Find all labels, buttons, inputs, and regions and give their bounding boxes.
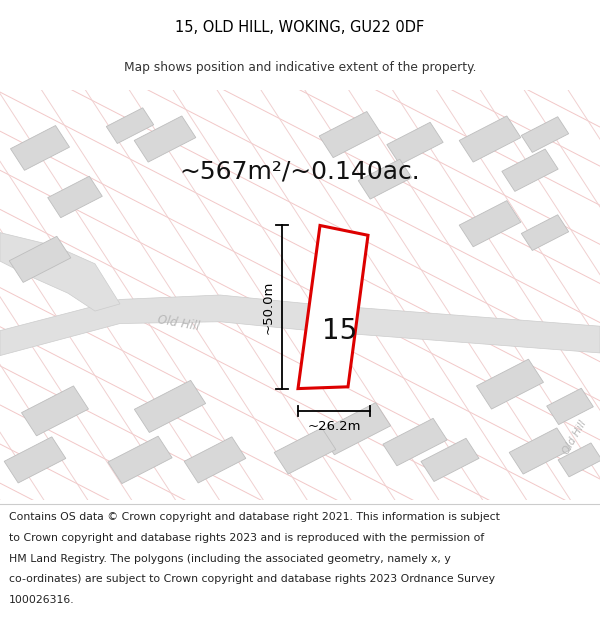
Polygon shape [421,438,479,481]
Polygon shape [48,176,102,217]
Polygon shape [547,388,593,424]
Text: ~26.2m: ~26.2m [307,420,361,432]
Text: Old Hill: Old Hill [156,314,200,334]
Polygon shape [0,232,120,311]
Polygon shape [459,116,521,162]
Polygon shape [509,428,571,474]
Polygon shape [0,295,600,356]
Polygon shape [108,436,172,484]
Polygon shape [22,386,88,436]
Polygon shape [383,418,447,466]
Polygon shape [358,159,412,199]
Polygon shape [319,111,381,158]
Polygon shape [387,122,443,164]
Text: HM Land Registry. The polygons (including the associated geometry, namely x, y: HM Land Registry. The polygons (includin… [9,554,451,564]
Text: Contains OS data © Crown copyright and database right 2021. This information is : Contains OS data © Crown copyright and d… [9,512,500,522]
Text: Old Hill: Old Hill [562,419,589,456]
Polygon shape [319,402,391,455]
Polygon shape [459,201,521,247]
Polygon shape [4,437,66,483]
Polygon shape [298,226,368,389]
Text: ~50.0m: ~50.0m [262,281,275,334]
Polygon shape [502,149,558,191]
Text: 100026316.: 100026316. [9,595,74,605]
Polygon shape [476,359,544,409]
Polygon shape [134,381,206,432]
Polygon shape [521,215,569,251]
Polygon shape [521,117,569,152]
Text: to Crown copyright and database rights 2023 and is reproduced with the permissio: to Crown copyright and database rights 2… [9,533,484,543]
Text: Map shows position and indicative extent of the property.: Map shows position and indicative extent… [124,61,476,74]
Polygon shape [274,428,336,474]
Text: 15: 15 [322,317,358,344]
Polygon shape [106,107,154,144]
Polygon shape [134,116,196,162]
Polygon shape [184,437,246,483]
Text: 15, OLD HILL, WOKING, GU22 0DF: 15, OLD HILL, WOKING, GU22 0DF [175,19,425,34]
Polygon shape [9,236,71,282]
Polygon shape [10,126,70,171]
Polygon shape [558,443,600,477]
Text: co-ordinates) are subject to Crown copyright and database rights 2023 Ordnance S: co-ordinates) are subject to Crown copyr… [9,574,495,584]
Text: ~567m²/~0.140ac.: ~567m²/~0.140ac. [179,160,421,184]
